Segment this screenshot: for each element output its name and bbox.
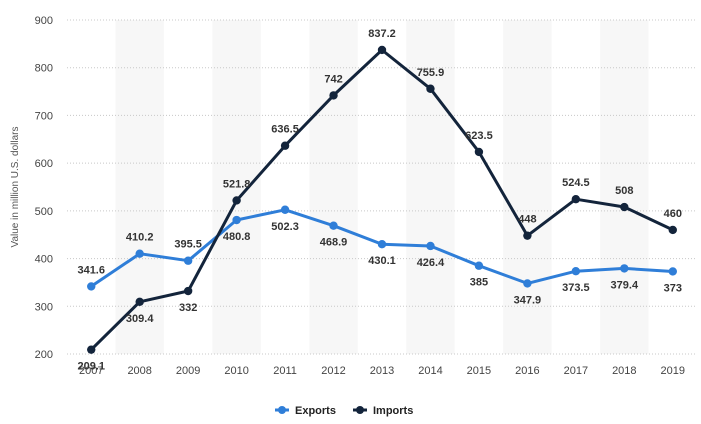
exports-point-2012	[329, 221, 338, 230]
x-tick-label-2014: 2014	[418, 365, 442, 377]
imports-data-label-2009: 332	[179, 302, 197, 314]
imports-data-label-2019: 460	[664, 208, 682, 220]
x-tick-label-2016: 2016	[515, 365, 539, 377]
imports-data-label-2015: 623.5	[465, 130, 493, 142]
exports-data-label-2010: 480.8	[223, 231, 251, 243]
imports-data-label-2012: 742	[324, 73, 342, 85]
x-tick-label-2019: 2019	[661, 365, 685, 377]
imports-point-2015	[474, 147, 484, 157]
y-tick-label-600: 600	[35, 158, 53, 170]
imports-data-label-2016: 448	[518, 214, 536, 226]
imports-point-2007	[87, 345, 96, 354]
imports-point-2012	[329, 91, 338, 100]
legend: Exports Imports	[275, 405, 413, 417]
x-tick-label-2008: 2008	[127, 365, 151, 377]
imports-point-2018	[620, 202, 629, 212]
imports-point-2008	[135, 297, 144, 307]
column-band-2012	[309, 20, 358, 354]
imports-data-label-2013: 837.2	[368, 28, 396, 40]
exports-data-label-2012: 468.9	[320, 237, 348, 249]
imports-data-label-2014: 755.9	[417, 67, 445, 79]
exports-data-label-2011: 502.3	[271, 221, 299, 233]
x-tick-label-2015: 2015	[467, 365, 491, 377]
imports-point-2009	[183, 286, 193, 296]
exports-point-2007	[87, 282, 96, 291]
y-axis-label: Value in million U.S. dollars	[10, 127, 21, 248]
exports-data-label-2017: 373.5	[562, 282, 590, 294]
column-bands	[115, 20, 649, 354]
exports-point-2014	[426, 241, 435, 251]
y-tick-label-700: 700	[35, 110, 53, 122]
y-tick-label-300: 300	[35, 301, 53, 313]
y-axis-ticks: 200 300 400 500 600 700 800 900	[35, 15, 53, 361]
exports-point-2015	[474, 261, 484, 270]
column-band-2016	[503, 20, 552, 354]
exports-point-2019	[668, 267, 677, 276]
legend-exports-label: Exports	[295, 405, 336, 417]
x-tick-label-2012: 2012	[321, 365, 345, 377]
legend-imports-label: Imports	[373, 405, 413, 417]
imports-point-2011	[280, 141, 290, 150]
imports-data-label-2017: 524.5	[562, 177, 590, 189]
imports-data-label-2007: 209.1	[77, 361, 105, 373]
exports-point-2011	[280, 205, 290, 214]
imports-point-2016	[523, 231, 532, 240]
legend-imports-marker-icon	[356, 406, 364, 414]
x-tick-label-2010: 2010	[224, 365, 248, 377]
x-tick-label-2009: 2009	[176, 365, 200, 377]
exports-data-label-2013: 430.1	[368, 255, 396, 267]
exports-point-2010	[232, 215, 241, 225]
exports-data-label-2007: 341.6	[77, 264, 105, 276]
y-tick-label-800: 800	[35, 63, 53, 75]
x-tick-label-2011: 2011	[273, 365, 297, 377]
series-points	[87, 45, 677, 354]
exports-data-label-2016: 347.9	[514, 294, 542, 306]
exports-data-label-2009: 395.5	[174, 239, 202, 251]
exports-data-label-2019: 373	[664, 282, 682, 294]
imports-data-label-2018: 508	[615, 185, 633, 197]
exports-data-label-2008: 410.2	[126, 232, 154, 244]
data-labels: 341.6 410.2 395.5 480.8 502.3 468.9 430.1 426.4…	[77, 28, 681, 373]
imports-point-2019	[668, 225, 677, 235]
y-tick-label-900: 900	[35, 15, 53, 27]
column-band-2018	[600, 20, 649, 354]
imports-data-label-2011: 636.5	[271, 124, 299, 136]
exports-point-2018	[620, 264, 629, 273]
y-tick-label-400: 400	[35, 254, 53, 266]
legend-exports-marker-icon	[278, 406, 286, 414]
y-tick-label-200: 200	[35, 349, 53, 361]
y-tick-label-500: 500	[35, 206, 53, 218]
exports-point-2008	[135, 249, 144, 258]
imports-data-label-2010: 521.8	[223, 178, 251, 190]
imports-data-label-2008: 309.4	[126, 313, 154, 325]
x-tick-label-2018: 2018	[612, 365, 636, 377]
x-tick-label-2007: 2007	[79, 365, 103, 377]
exports-data-label-2014: 426.4	[417, 257, 445, 269]
imports-point-2014	[426, 84, 435, 93]
exports-point-2016	[523, 279, 532, 288]
imports-point-2010	[232, 196, 241, 205]
imports-point-2013	[377, 45, 387, 55]
x-tick-label-2017: 2017	[564, 365, 588, 377]
imports-point-2017	[571, 194, 581, 204]
column-band-2010	[212, 20, 261, 354]
exports-data-label-2015: 385	[470, 277, 488, 289]
exports-data-label-2018: 379.4	[611, 279, 639, 291]
exports-point-2017	[571, 267, 581, 276]
x-tick-label-2013: 2013	[370, 365, 394, 377]
x-axis-ticks: 2007 2008 2009 2010 2011 2012 2013 2014 2015 2016…	[79, 365, 685, 377]
exports-point-2009	[183, 256, 193, 265]
exports-point-2013	[377, 240, 387, 249]
